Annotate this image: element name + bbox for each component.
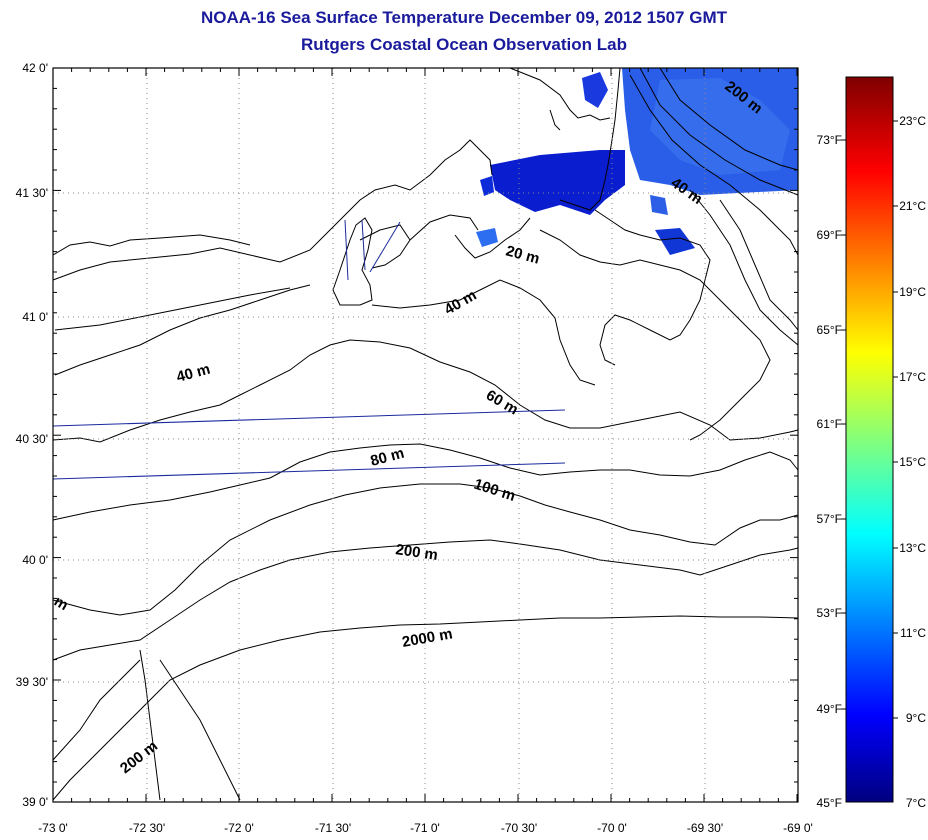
lon-label: -72 0' bbox=[224, 821, 254, 835]
lat-label: 42 0' bbox=[22, 61, 48, 75]
lat-label: 41 30' bbox=[16, 186, 48, 200]
lon-label: -73 0' bbox=[38, 821, 68, 835]
fahrenheit-label: 49°F bbox=[817, 702, 842, 716]
contour-label: 100 m bbox=[472, 476, 518, 505]
celsius-label: 23°C bbox=[899, 114, 926, 128]
lon-label: -71 0' bbox=[410, 821, 440, 835]
longitude-labels: -73 0' -72 30' -72 0' -71 30' -71 0' -70… bbox=[38, 821, 813, 835]
contour-label: m bbox=[51, 593, 71, 614]
contour-label: 200 m bbox=[394, 541, 438, 564]
lat-label: 39 0' bbox=[22, 795, 48, 809]
lon-label: -69 0' bbox=[783, 821, 813, 835]
celsius-label: 7°C bbox=[906, 796, 926, 810]
colorbar-celsius-labels: 23°C 21°C 19°C 17°C 15°C 13°C 11°C 9°C 7… bbox=[899, 114, 926, 810]
celsius-label: 19°C bbox=[899, 285, 926, 299]
fahrenheit-label: 65°F bbox=[817, 323, 842, 337]
celsius-label: 17°C bbox=[899, 370, 926, 384]
contour-label: 60 m bbox=[483, 387, 521, 419]
fahrenheit-label: 69°F bbox=[817, 228, 842, 242]
contour-label: 2000 m bbox=[401, 625, 454, 651]
celsius-label: 21°C bbox=[899, 199, 926, 213]
contour-label: 40 m bbox=[442, 287, 480, 319]
fahrenheit-label: 73°F bbox=[817, 133, 842, 147]
celsius-label: 9°C bbox=[906, 711, 926, 725]
latitude-labels: 42 0' 41 30' 41 0' 40 30' 40 0' 39 30' 3… bbox=[16, 61, 48, 809]
celsius-label: 13°C bbox=[899, 541, 926, 555]
lon-label: -70 0' bbox=[597, 821, 627, 835]
celsius-label: 15°C bbox=[899, 455, 926, 469]
fahrenheit-label: 57°F bbox=[817, 512, 842, 526]
lat-label: 39 30' bbox=[16, 675, 48, 689]
lat-label: 40 30' bbox=[16, 432, 48, 446]
survey-lines bbox=[53, 220, 565, 479]
fahrenheit-label: 61°F bbox=[817, 417, 842, 431]
fahrenheit-label: 53°F bbox=[817, 606, 842, 620]
lon-label: -72 30' bbox=[129, 821, 165, 835]
lon-label: -71 30' bbox=[315, 821, 351, 835]
lon-label: -69 30' bbox=[687, 821, 723, 835]
fahrenheit-label: 45°F bbox=[817, 796, 842, 810]
lat-label: 40 0' bbox=[22, 553, 48, 567]
colorbar-fahrenheit-labels: 73°F 69°F 65°F 61°F 57°F 53°F 49°F 45°F bbox=[817, 133, 842, 810]
contour-label: 40 m bbox=[175, 361, 212, 386]
lat-label: 41 0' bbox=[22, 310, 48, 324]
contour-label: 80 m bbox=[369, 445, 406, 470]
colorbar bbox=[846, 77, 893, 802]
celsius-label: 11°C bbox=[900, 626, 926, 640]
contour-label: 20 m bbox=[504, 242, 541, 267]
lon-label: -70 30' bbox=[501, 821, 537, 835]
